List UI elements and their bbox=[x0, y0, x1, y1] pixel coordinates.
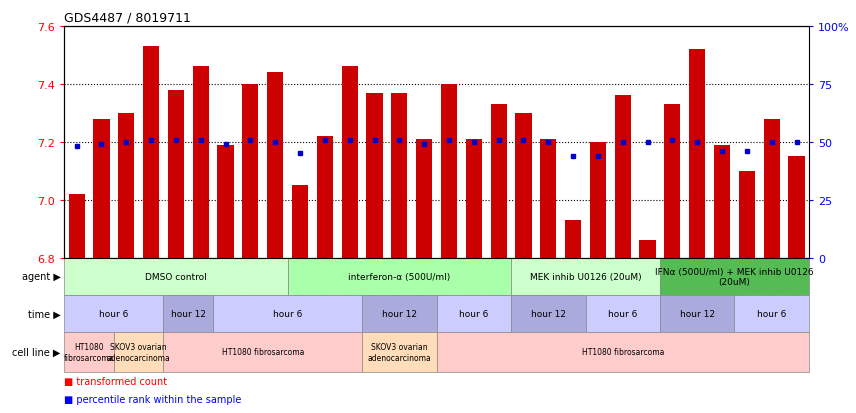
Text: GDS4487 / 8019711: GDS4487 / 8019711 bbox=[64, 12, 191, 25]
Text: MEK inhib U0126 (20uM): MEK inhib U0126 (20uM) bbox=[530, 272, 641, 281]
Bar bbox=[416, 140, 432, 258]
Text: interferon-α (500U/ml): interferon-α (500U/ml) bbox=[348, 272, 450, 281]
Bar bbox=[764, 119, 780, 258]
Bar bbox=[540, 140, 556, 258]
Text: SKOV3 ovarian
adenocarcinoma: SKOV3 ovarian adenocarcinoma bbox=[107, 342, 170, 362]
Bar bbox=[511, 258, 660, 295]
Text: cell line ▶: cell line ▶ bbox=[12, 347, 61, 357]
Text: hour 6: hour 6 bbox=[459, 309, 489, 318]
Bar bbox=[437, 295, 511, 332]
Bar bbox=[64, 295, 163, 332]
Bar bbox=[615, 96, 631, 258]
Text: ■ transformed count: ■ transformed count bbox=[64, 376, 167, 386]
Text: hour 12: hour 12 bbox=[531, 309, 566, 318]
Bar bbox=[143, 47, 159, 258]
Bar bbox=[490, 105, 507, 258]
Bar bbox=[213, 295, 362, 332]
Bar bbox=[664, 105, 681, 258]
Bar bbox=[242, 85, 259, 258]
Bar bbox=[68, 195, 85, 258]
Text: SKOV3 ovarian
adenocarcinoma: SKOV3 ovarian adenocarcinoma bbox=[367, 342, 431, 362]
Text: HT1080 fibrosarcoma: HT1080 fibrosarcoma bbox=[581, 348, 664, 356]
Bar bbox=[437, 332, 809, 372]
Bar bbox=[586, 295, 660, 332]
Bar bbox=[441, 85, 457, 258]
Text: ■ percentile rank within the sample: ■ percentile rank within the sample bbox=[64, 394, 241, 404]
Text: hour 6: hour 6 bbox=[757, 309, 787, 318]
Bar bbox=[114, 332, 163, 372]
Text: hour 6: hour 6 bbox=[99, 309, 128, 318]
Bar bbox=[317, 137, 333, 258]
Bar bbox=[362, 332, 437, 372]
Bar bbox=[292, 186, 308, 258]
Bar bbox=[714, 145, 730, 258]
Text: time ▶: time ▶ bbox=[27, 309, 61, 319]
Bar bbox=[590, 142, 606, 258]
Bar bbox=[64, 332, 114, 372]
Bar bbox=[739, 171, 755, 258]
Bar bbox=[217, 145, 234, 258]
Bar bbox=[466, 140, 482, 258]
Text: HT1080
fibrosarcoma: HT1080 fibrosarcoma bbox=[64, 342, 114, 362]
Bar bbox=[342, 67, 358, 258]
Bar bbox=[660, 295, 734, 332]
Text: hour 12: hour 12 bbox=[680, 309, 715, 318]
Bar bbox=[391, 93, 407, 258]
Bar bbox=[660, 258, 809, 295]
Bar bbox=[193, 67, 209, 258]
Bar bbox=[288, 258, 511, 295]
Bar bbox=[511, 295, 586, 332]
Bar bbox=[689, 50, 705, 258]
Bar bbox=[168, 90, 184, 258]
Text: hour 12: hour 12 bbox=[382, 309, 417, 318]
Bar bbox=[515, 114, 532, 258]
Text: agent ▶: agent ▶ bbox=[21, 272, 61, 282]
Bar bbox=[788, 157, 805, 258]
Bar bbox=[267, 73, 283, 258]
Bar bbox=[565, 221, 581, 258]
Bar bbox=[362, 295, 437, 332]
Bar bbox=[64, 258, 288, 295]
Bar bbox=[639, 241, 656, 258]
Text: hour 12: hour 12 bbox=[171, 309, 205, 318]
Text: HT1080 fibrosarcoma: HT1080 fibrosarcoma bbox=[222, 348, 304, 356]
Bar bbox=[734, 295, 809, 332]
Text: IFNα (500U/ml) + MEK inhib U0126
(20uM): IFNα (500U/ml) + MEK inhib U0126 (20uM) bbox=[655, 267, 814, 286]
Bar bbox=[366, 93, 383, 258]
Bar bbox=[163, 332, 362, 372]
Text: hour 6: hour 6 bbox=[273, 309, 302, 318]
Bar bbox=[163, 295, 213, 332]
Text: DMSO control: DMSO control bbox=[145, 272, 207, 281]
Text: hour 6: hour 6 bbox=[608, 309, 638, 318]
Bar bbox=[93, 119, 110, 258]
Bar bbox=[118, 114, 134, 258]
